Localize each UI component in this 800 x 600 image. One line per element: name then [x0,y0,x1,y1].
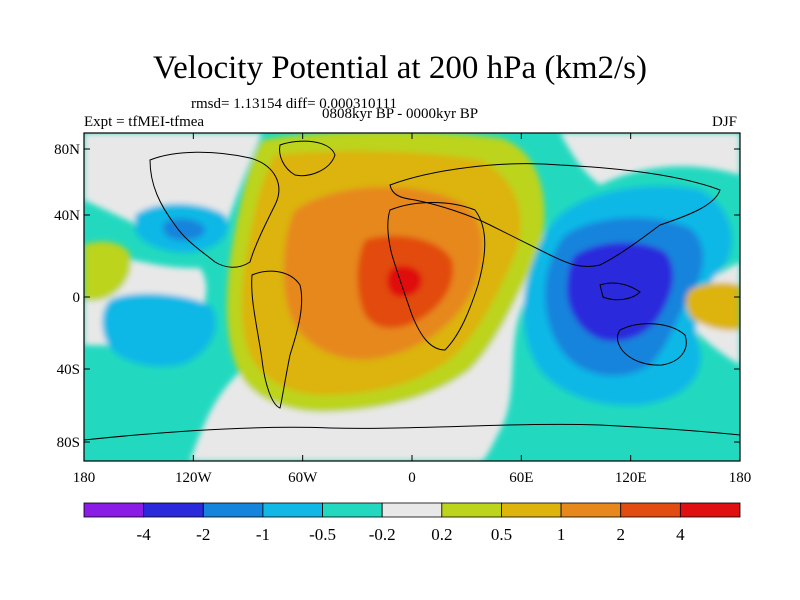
positive-peak [387,265,422,298]
coast-eurasia [389,163,721,268]
map-title: Velocity Potential at 200 hPa (km2/s) [152,50,648,86]
lat-tick-label: 40S [57,362,80,378]
colorbar-swatch [83,502,145,518]
lon-tick-label: 120W [175,470,213,486]
coast-south-america [251,270,303,409]
negative-lobe-pacific-north-core [163,218,206,241]
lon-tick-label: 120E [615,470,647,486]
positive-lobe-east-edge [686,282,740,331]
season-label: DJF [712,114,738,130]
negative-lobe-2 [567,242,674,342]
lon-tick-label: 60W [288,470,318,486]
colorbar-swatch [322,502,383,518]
coastlines [84,140,740,441]
lat-tick-label: 0 [73,290,81,306]
experiment-label: Expt = tfMEI-tfmea [84,114,205,130]
stats-label: rmsd= 1.13154 diff= 0.000310111 [191,96,397,112]
lat-tick-label: 40N [54,208,80,224]
coast-australia [617,323,687,366]
coast-africa [387,202,486,351]
lon-tick-label: 180 [729,470,752,486]
lon-tick-label: 0 [408,470,416,486]
contour-field [84,133,740,461]
colorbar-swatch [143,502,204,518]
colorbar-swatch [441,502,502,518]
colorbar-label: -1 [256,525,270,544]
lat-tick-label: 80S [57,435,80,451]
coast-indonesia [599,282,641,301]
colorbar-label: -2 [196,525,210,544]
positive-lobe-west-edge [84,241,131,301]
colorbar-label: 4 [676,525,685,544]
colorbar-swatch [202,502,264,518]
colorbar-swatch [560,502,622,518]
colorbar-label: 0.2 [431,525,452,544]
colorbar-swatch [262,502,323,518]
coast-north-america [149,151,280,268]
coast-antarctica [84,423,740,441]
colorbar-label: 0.5 [491,525,512,544]
colorbar-label: -0.5 [309,525,336,544]
colorbar-swatch [381,502,443,518]
colorbar-label: 1 [557,525,566,544]
colorbar-swatch [679,502,741,518]
colorbar-label: -0.2 [369,525,396,544]
colorbar [83,502,741,518]
colorbar-label: 2 [616,525,625,544]
lon-tick-label: 60E [509,470,533,486]
colorbar-label: -4 [137,525,152,544]
period-label: 0808kyr BP - 0000kyr BP [322,106,479,122]
colorbar-swatch [501,502,562,518]
lat-tick-label: 80N [54,142,80,158]
negative-lobe-pacific-south [102,293,216,367]
coast-greenland [279,140,336,177]
lon-tick-label: 180 [73,470,96,486]
colorbar-swatch [620,502,681,518]
neutral-zone-north [560,133,740,185]
